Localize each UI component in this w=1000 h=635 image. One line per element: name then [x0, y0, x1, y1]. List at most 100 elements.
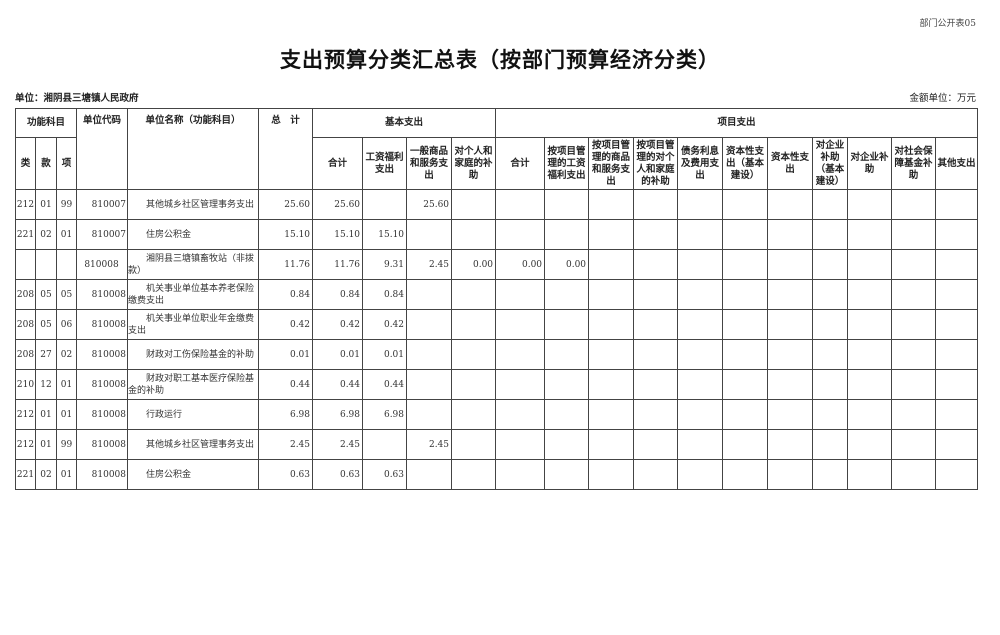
cell-unit-name: 湘阴县三塘镇畜牧站（非拨款） [127, 249, 260, 280]
cell-amount [935, 189, 979, 220]
cell-amount [588, 279, 635, 310]
header-project-col: 资本性支出（基本建设） [722, 137, 769, 190]
cell-amount: 2.45 [312, 429, 364, 460]
cell-amount [812, 399, 849, 430]
header-total: 总 计 [258, 108, 314, 190]
cell-amount [677, 219, 724, 250]
cell-unit-code: 810008 [76, 369, 129, 400]
header-lei: 类 [15, 137, 36, 190]
header-project-col: 对企业补助 [847, 137, 893, 190]
cell-amount: 11.76 [258, 249, 314, 280]
cell-amount: 0.63 [258, 459, 314, 490]
cell-amount [722, 339, 769, 370]
cell-amount: 11.76 [312, 249, 364, 280]
cell-amount [677, 279, 724, 310]
cell-amount [891, 429, 937, 460]
cell-amount: 2.45 [258, 429, 314, 460]
cell-amount [847, 249, 893, 280]
cell-amount [495, 219, 546, 250]
table-row: 212 01 99 810008 其他城乡社区管理事务支出 2.45 2.45 2.45 [15, 429, 979, 460]
cell-amount [891, 339, 937, 370]
header-unit-name: 单位名称（功能科目） [127, 108, 260, 190]
cell-amount [891, 399, 937, 430]
cell-amount [633, 339, 679, 370]
cell-amount [451, 429, 497, 460]
cell-amount [406, 339, 453, 370]
cell-unit-code: 810008 [76, 339, 129, 370]
cell-amount [722, 189, 769, 220]
cell-amount [588, 429, 635, 460]
cell-amount: 15.10 [312, 219, 364, 250]
cell-amount [767, 219, 814, 250]
cell-amount: 0.84 [312, 279, 364, 310]
cell-amount [677, 369, 724, 400]
cell-kuan: 12 [35, 369, 57, 400]
cell-amount [495, 339, 546, 370]
header-kuan: 款 [35, 137, 57, 190]
cell-xiang [55, 249, 78, 280]
cell-amount [935, 219, 979, 250]
cell-lei: 221 [15, 219, 36, 250]
table-row: 221 02 01 810008 住房公积金 0.63 0.63 0.63 [15, 459, 979, 490]
cell-unit-name: 住房公积金 [127, 219, 260, 250]
header-project-col: 其他支出 [935, 137, 979, 190]
cell-amount: 15.10 [362, 219, 408, 250]
cell-amount [891, 249, 937, 280]
cell-amount [812, 219, 849, 250]
cell-unit-name: 机关事业单位基本养老保险缴费支出 [127, 279, 260, 310]
cell-amount [588, 339, 635, 370]
cell-amount [767, 189, 814, 220]
cell-amount [891, 309, 937, 340]
cell-amount [722, 369, 769, 400]
cell-kuan: 27 [35, 339, 57, 370]
cell-unit-code: 810008 [76, 429, 129, 460]
cell-amount [495, 429, 546, 460]
cell-amount [451, 279, 497, 310]
cell-amount [495, 279, 546, 310]
form-number: 部门公开表05 [919, 19, 976, 29]
cell-xiang: 01 [55, 459, 78, 490]
cell-amount [847, 429, 893, 460]
cell-amount [588, 189, 635, 220]
cell-amount [451, 399, 497, 430]
cell-amount: 0.44 [258, 369, 314, 400]
cell-amount [767, 309, 814, 340]
cell-amount [588, 309, 635, 340]
cell-lei: 212 [15, 399, 36, 430]
cell-amount [633, 279, 679, 310]
cell-lei: 208 [15, 339, 36, 370]
cell-amount [495, 309, 546, 340]
header-func-subject: 功能科目 [14, 108, 78, 138]
cell-amount [544, 189, 590, 220]
cell-xiang: 99 [55, 429, 78, 460]
cell-unit-code: 810008 [76, 459, 129, 490]
cell-xiang: 01 [55, 399, 78, 430]
cell-lei: 221 [15, 459, 36, 490]
cell-amount [812, 309, 849, 340]
cell-amount [588, 249, 635, 280]
cell-amount: 0.42 [312, 309, 364, 340]
cell-amount: 0.84 [362, 279, 408, 310]
cell-amount [891, 189, 937, 220]
cell-amount [633, 459, 679, 490]
cell-unit-name: 住房公积金 [127, 459, 260, 490]
cell-amount [544, 309, 590, 340]
cell-amount: 9.31 [362, 249, 408, 280]
cell-amount [935, 249, 979, 280]
header-project-col: 按项目管理的对个人和家庭的补助 [633, 137, 679, 190]
cell-amount [677, 249, 724, 280]
cell-amount [677, 309, 724, 340]
cell-kuan: 02 [35, 219, 57, 250]
cell-amount [722, 279, 769, 310]
cell-amount [891, 369, 937, 400]
cell-amount [451, 219, 497, 250]
table-row: 212 01 01 810008 行政运行 6.98 6.98 6.98 [15, 399, 979, 430]
table-row: 210 12 01 810008 财政对职工基本医疗保险基金的补助 0.44 0.44 0.4… [15, 369, 979, 400]
cell-amount [767, 429, 814, 460]
cell-amount [495, 459, 546, 490]
cell-amount [677, 189, 724, 220]
cell-amount [544, 339, 590, 370]
cell-amount: 0.01 [258, 339, 314, 370]
cell-xiang: 05 [55, 279, 78, 310]
cell-amount [544, 399, 590, 430]
